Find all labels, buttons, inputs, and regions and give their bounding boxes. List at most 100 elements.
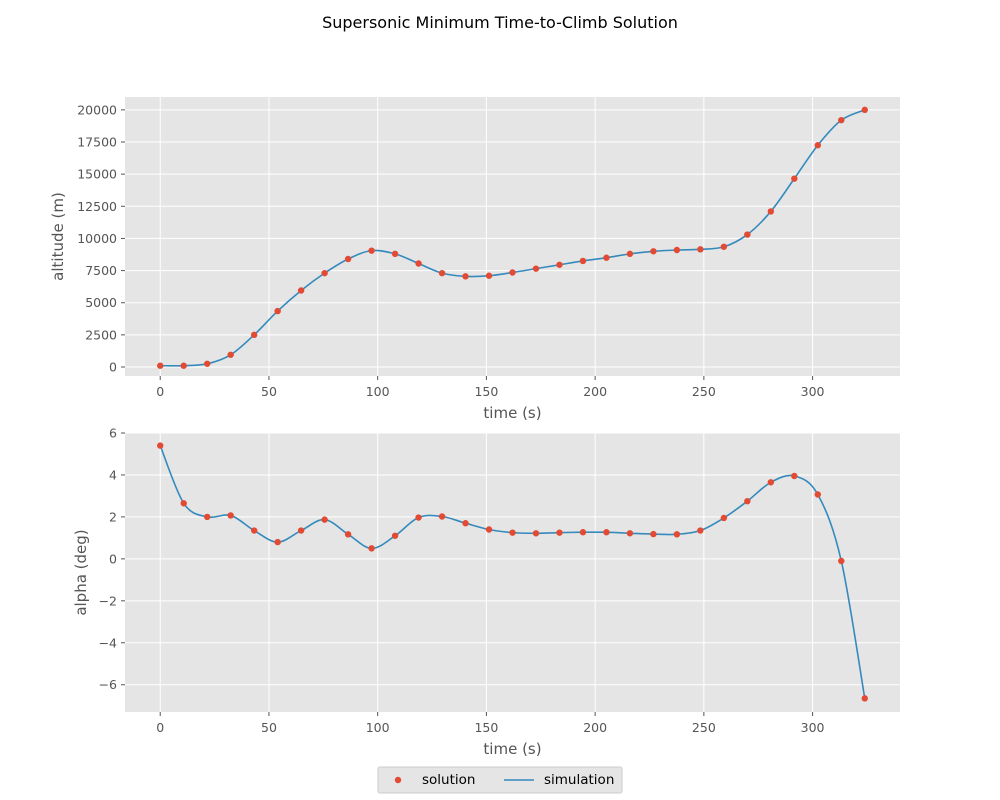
x-tick-label: 250 (692, 384, 716, 399)
solution-point (556, 261, 563, 268)
y-tick-label: 12500 (77, 199, 117, 214)
subplots: 0 50 100 150 200 250 3000250050007500100001250… (49, 97, 900, 758)
solution-point (767, 479, 775, 486)
solution-point (791, 472, 798, 480)
solution-point (462, 273, 469, 280)
solution-point (720, 243, 728, 250)
solution-point (697, 246, 704, 253)
x-tick-label: 0 (156, 720, 164, 735)
legend-solution-marker (394, 776, 402, 784)
solution-point (368, 247, 375, 254)
y-tick-label: 2 (109, 509, 117, 524)
solution-point (791, 175, 798, 182)
solution-point (391, 532, 399, 539)
solution-point (180, 362, 187, 369)
solution-point (861, 695, 868, 702)
y-axis-label: altitude (m) (49, 192, 67, 281)
y-tick-label: 0 (109, 360, 117, 375)
solution-point (556, 529, 563, 536)
solution-point (650, 248, 657, 255)
x-tick-label: 300 (801, 720, 825, 735)
x-tick-label: 150 (474, 720, 498, 735)
solution-point (321, 516, 328, 523)
x-axis-label: time (s) (483, 404, 541, 422)
solution-point (250, 331, 258, 339)
y-tick-label: 6 (109, 426, 117, 441)
solution-point (744, 497, 751, 505)
solution-point (626, 530, 634, 537)
solution-point (579, 257, 587, 265)
y-tick-label: 5000 (85, 295, 117, 310)
y-tick-label: 4 (109, 467, 117, 482)
x-axis: 0 50 100 150 200 250 300 (156, 376, 825, 399)
solution-point (861, 106, 868, 114)
y-axis-label: alpha (deg) (72, 529, 90, 615)
y-tick-label: 17500 (77, 135, 117, 150)
solution-point (391, 250, 399, 258)
solution-point (532, 265, 540, 272)
solution-point (438, 269, 446, 277)
y-axis: 0 2500 5000 7500 10000 12500 15000 17500 20000 (77, 102, 125, 375)
figure-title: Supersonic Minimum Time-to-Climb Solutio… (322, 13, 678, 32)
solution-point (203, 513, 211, 521)
solution-point (297, 527, 305, 534)
y-axis: −6 −4 −2 0 2 4 6 (99, 426, 125, 692)
solution-point (626, 250, 634, 258)
solution-point (509, 269, 516, 276)
solution-point (838, 116, 845, 124)
x-tick-label: 100 (366, 720, 390, 735)
solution-point (509, 529, 516, 536)
solution-point (485, 526, 493, 533)
plot-area (125, 97, 900, 376)
solution-point (344, 255, 352, 263)
solution-point (673, 531, 681, 538)
solution-point (485, 272, 493, 279)
x-tick-label: 50 (261, 384, 277, 399)
y-tick-label: 15000 (77, 167, 117, 182)
y-tick-label: 10000 (77, 231, 117, 246)
solution-point (603, 529, 610, 536)
solution-point (227, 351, 234, 358)
altitude-subplot: 0 50 100 150 200 250 300 0 2500 5000 7500 10000 1250… (49, 97, 900, 422)
solution-point (814, 491, 822, 498)
solution-point (157, 362, 164, 369)
solution-point (227, 512, 234, 519)
x-tick-label: 200 (583, 384, 607, 399)
solution-point (532, 530, 540, 537)
solution-point (180, 500, 187, 507)
x-axis-label: time (s) (483, 740, 541, 758)
legend-box (377, 766, 623, 794)
solution-point (673, 246, 681, 254)
x-tick-label: 200 (583, 720, 607, 735)
x-axis: 0 50 100 150 200 250 300 (156, 712, 825, 735)
y-tick-label: 0 (109, 551, 117, 566)
y-tick-label: −2 (99, 593, 117, 608)
gridlines (125, 432, 900, 712)
x-tick-label: 250 (692, 720, 716, 735)
solution-point (438, 513, 446, 520)
solution-point (321, 269, 328, 277)
solution-points (157, 106, 868, 369)
legend-solution-label: solution (422, 772, 475, 788)
solution-point (274, 538, 281, 546)
alpha-subplot: 0 50 100 150 200 250 300 −6 −4 −2 0 2 4 6 time (s) alph… (72, 426, 900, 758)
y-tick-label: −4 (99, 635, 117, 650)
solution-point (579, 529, 587, 536)
solution-point (203, 360, 211, 367)
y-tick-label: 20000 (77, 102, 117, 117)
legend: solution simulation (377, 766, 623, 794)
solution-point (274, 307, 281, 315)
solution-point (697, 527, 704, 534)
solution-point (415, 514, 422, 521)
solution-point (767, 208, 775, 215)
y-tick-label: 2500 (85, 327, 117, 342)
y-tick-label: −6 (99, 677, 117, 692)
solution-point (344, 531, 352, 538)
x-tick-label: 100 (366, 384, 390, 399)
solution-point (814, 142, 822, 149)
x-tick-label: 50 (261, 720, 277, 735)
solution-point (462, 520, 469, 527)
solution-point (368, 545, 375, 552)
solution-point (297, 287, 305, 294)
